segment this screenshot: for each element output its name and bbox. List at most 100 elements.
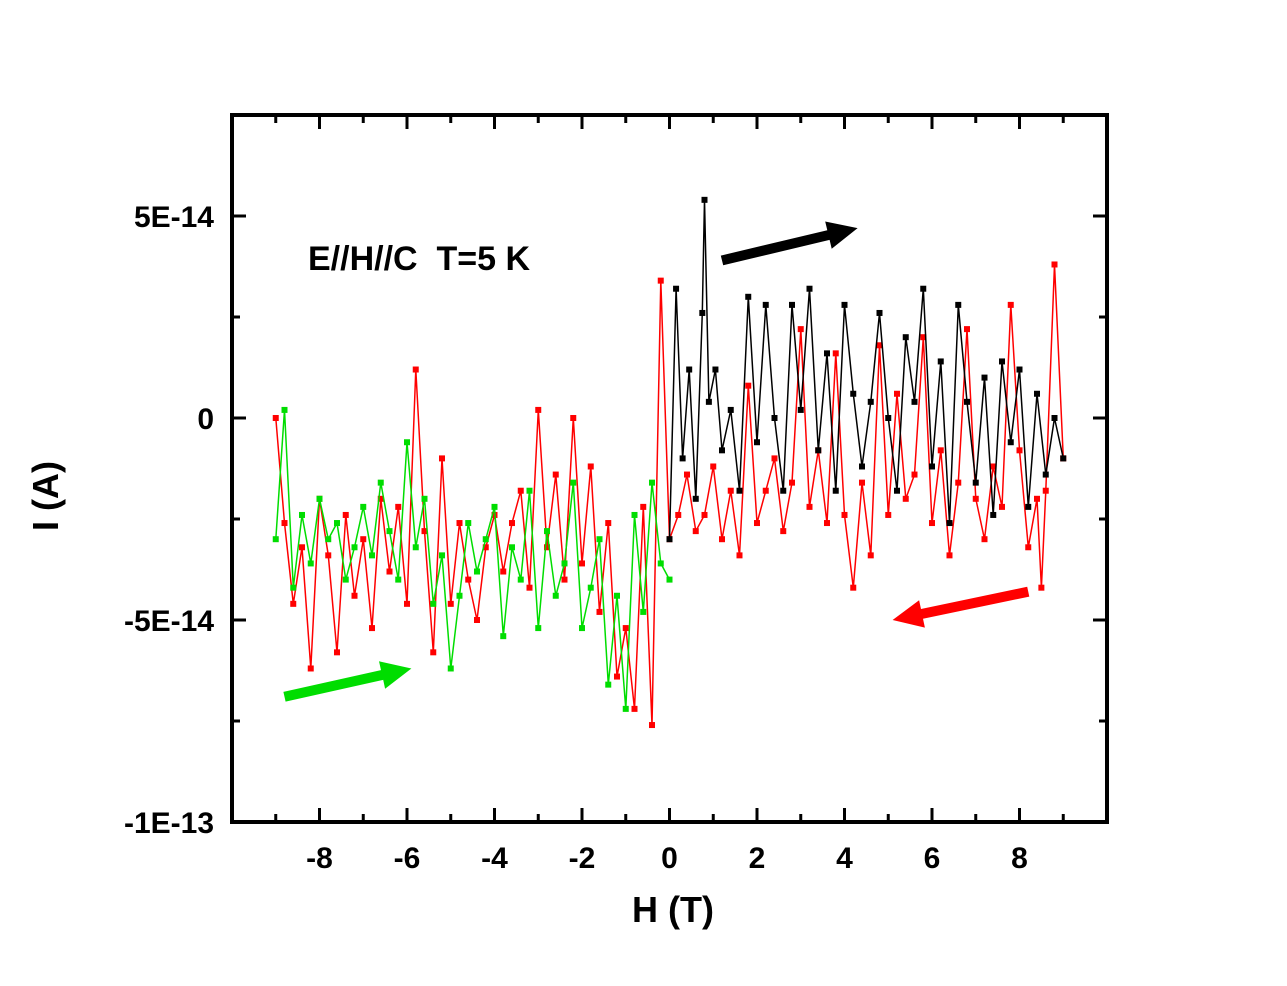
series-2-point [981, 374, 988, 381]
series-0-line [275, 264, 1065, 726]
x-tick-label: 0 [661, 842, 678, 875]
series-0-point [719, 536, 725, 543]
series-2-point [920, 285, 927, 292]
series-1-point [640, 608, 647, 615]
series-2-point [964, 398, 970, 405]
arrow-layer [283, 221, 1030, 702]
series-1-point [325, 536, 332, 543]
series-0-point [736, 552, 743, 559]
direction-arrow-1 [892, 586, 1030, 628]
series-0-point [797, 326, 804, 333]
series-0-point [649, 722, 655, 729]
series-2-point [1025, 503, 1032, 510]
series-2-point [885, 415, 892, 421]
series-1-point [307, 560, 314, 567]
series-2-point [911, 398, 918, 405]
series-0-point [631, 705, 638, 712]
series-2-point [701, 196, 708, 203]
series-0-point [710, 463, 717, 470]
y-axis-title: I (A) [25, 461, 66, 531]
series-1-point [552, 592, 559, 599]
series-1-point [360, 503, 367, 510]
series-0-point [430, 649, 437, 656]
series-0-point [412, 366, 419, 373]
series-2-point [762, 301, 769, 308]
series-2-point [797, 406, 804, 413]
series-2-point [679, 455, 686, 462]
series-0-point [902, 495, 909, 502]
series-1-point [526, 487, 533, 494]
series-0-point [1034, 495, 1040, 502]
series-0-point [1051, 261, 1058, 268]
series-0-point [325, 552, 332, 559]
series-1-point [666, 576, 673, 583]
series-2-point [1034, 390, 1040, 397]
series-0-point [841, 511, 848, 518]
series-0-point [745, 382, 752, 389]
series-0-point [474, 617, 480, 623]
series-1-point [587, 584, 594, 591]
series-2-point [929, 463, 935, 470]
series-2-point [832, 487, 839, 494]
series-0-point [1007, 301, 1014, 308]
series-0-point [894, 390, 900, 397]
series-2-point [955, 301, 962, 308]
series-0-point [727, 487, 734, 494]
series-2-point [673, 285, 680, 292]
series-2-point [712, 366, 719, 373]
series-0-point [1042, 487, 1049, 494]
series-1-point [456, 592, 463, 599]
series-2-point [771, 415, 778, 421]
series-0-point [1016, 447, 1023, 454]
series-1-point [500, 633, 507, 640]
series-2-point [1016, 366, 1023, 373]
series-0-point [885, 511, 892, 518]
series-1-point [439, 552, 445, 559]
series-2-point [876, 309, 883, 316]
series-2-point [789, 301, 795, 308]
series-0-point [780, 528, 787, 535]
series-0-point [622, 625, 629, 632]
series-0-point [395, 503, 402, 510]
x-tick-label: -4 [481, 842, 508, 875]
series-1-point [412, 544, 419, 551]
direction-arrow-0 [720, 221, 858, 266]
series-0-point [517, 487, 524, 494]
series-1-point [447, 665, 454, 672]
series-2-point [859, 463, 865, 470]
x-tick-label: -2 [569, 842, 596, 875]
series-0-point [281, 520, 288, 527]
series-1-point [605, 681, 612, 688]
series-2-point [1042, 471, 1049, 478]
series-0-point [789, 479, 795, 486]
series-2-point [937, 358, 944, 365]
series-1-point [474, 568, 480, 575]
series-0-point [876, 342, 883, 349]
series-0-point [990, 463, 997, 470]
series-0-point [596, 608, 603, 615]
series-0-point [937, 447, 944, 454]
series-0-point [850, 584, 857, 591]
series-1-point [570, 479, 577, 486]
series-1-point [596, 536, 603, 543]
series-1-line [275, 409, 671, 709]
series-2-point [841, 301, 848, 308]
series-0-point [351, 592, 358, 599]
x-tick-label: 8 [1011, 842, 1028, 875]
series-0-point [299, 544, 305, 551]
series-0-point [570, 415, 577, 421]
series-0-point [334, 649, 340, 656]
series-0-point [290, 600, 297, 607]
x-tick-label: -6 [394, 842, 421, 875]
axis-ticks [232, 115, 1107, 824]
series-1-point [386, 528, 393, 535]
series-1-point [535, 625, 542, 632]
series-2-point [705, 398, 712, 405]
series-0-point [482, 544, 489, 551]
series-0-point [579, 560, 585, 567]
series-0-point [1038, 584, 1045, 591]
series-2-point [990, 511, 997, 518]
series-0-point [377, 495, 384, 502]
y-tick-label: 0 [197, 403, 214, 436]
series-2-point [850, 390, 857, 397]
